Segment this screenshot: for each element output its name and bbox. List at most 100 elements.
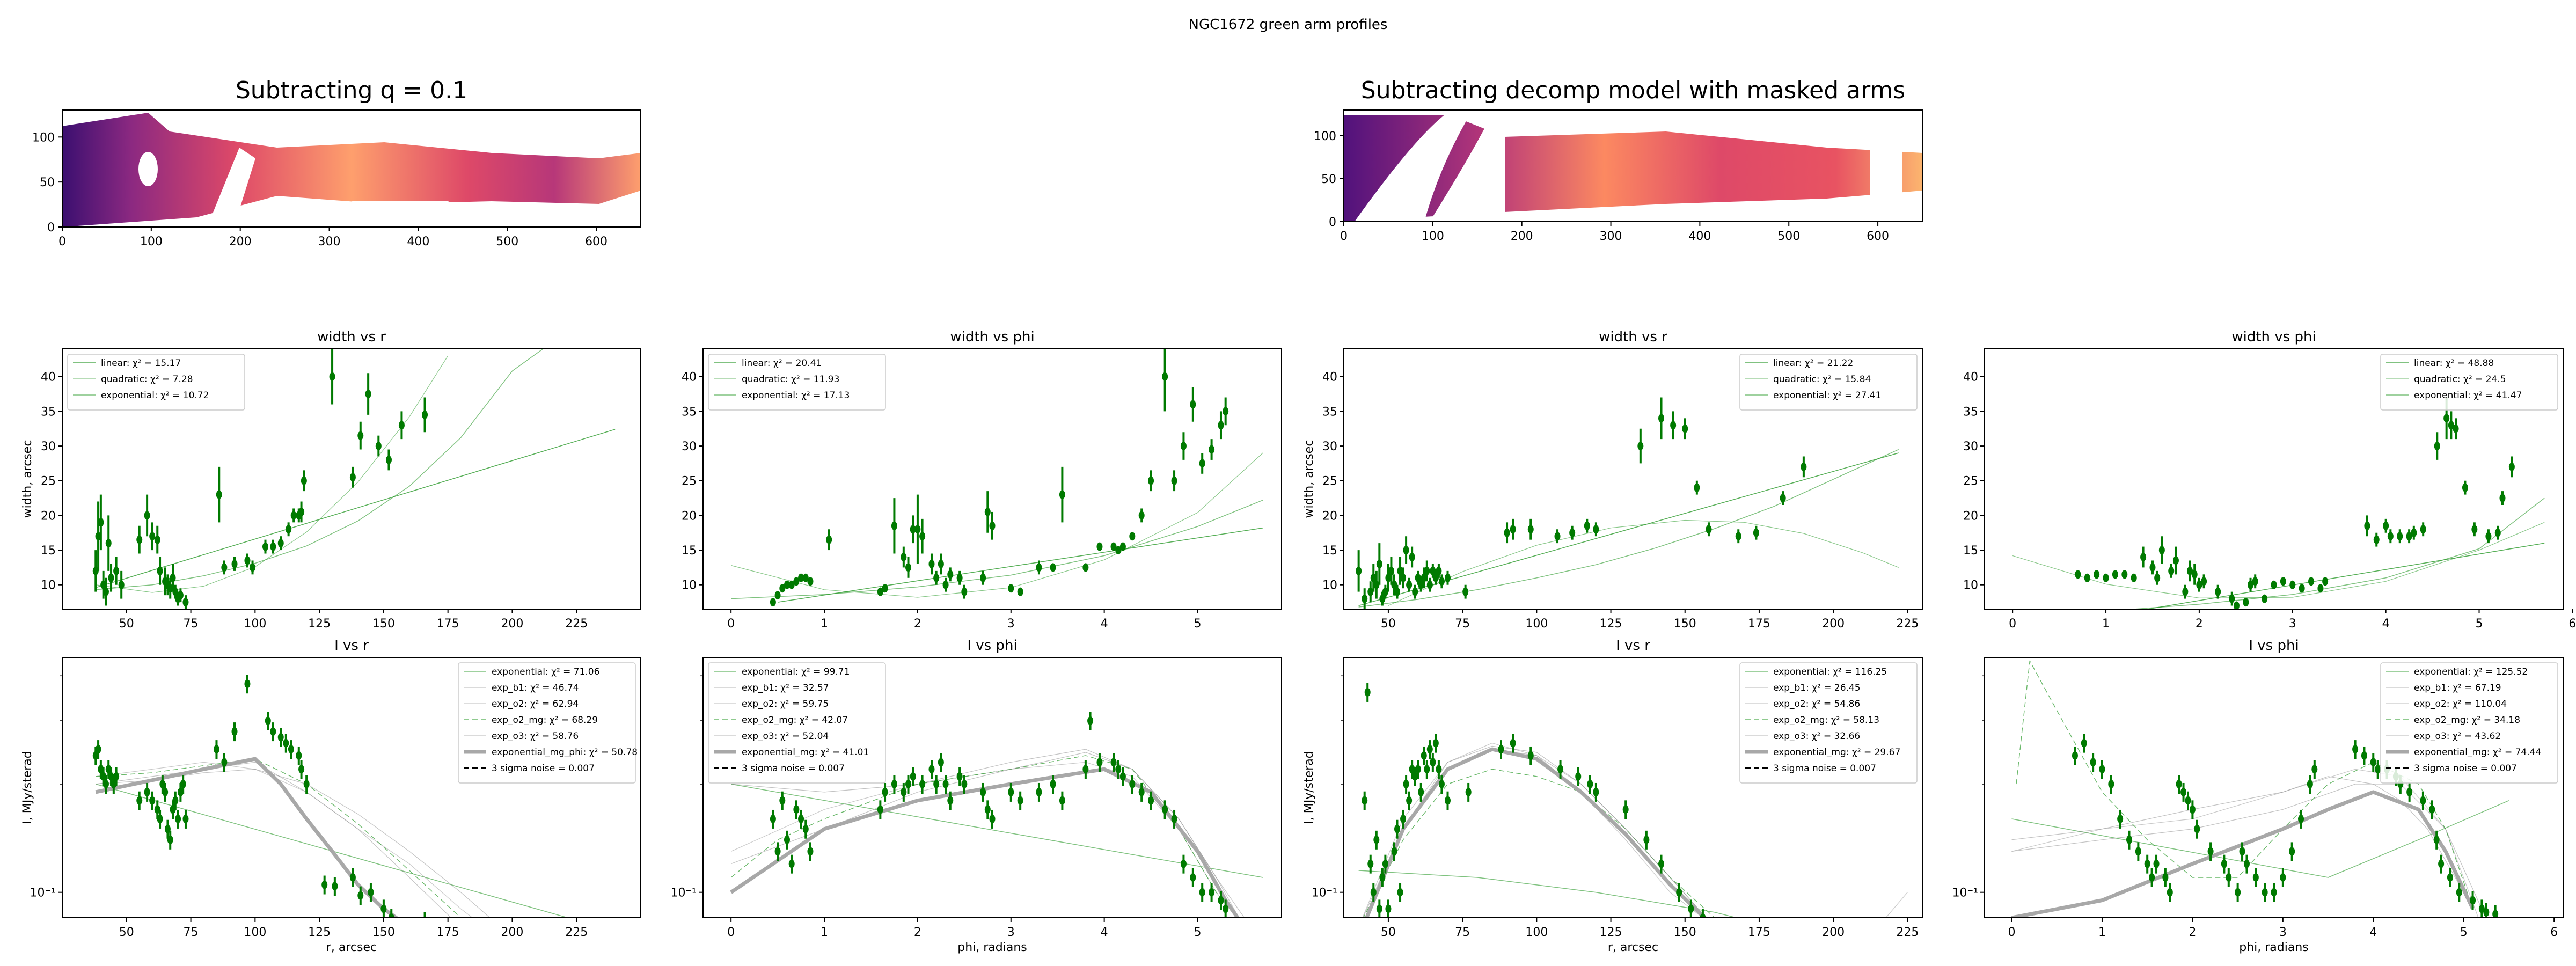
data-point [2298, 814, 2304, 823]
x-tick-label: 4 [1101, 617, 1108, 631]
data-point [882, 787, 888, 796]
data-point [2271, 580, 2277, 589]
data-point [2099, 765, 2105, 774]
y-tick-label: 100 [32, 131, 55, 144]
x-tick-label: 5 [2460, 926, 2468, 939]
data-point [933, 779, 940, 788]
data-point [2194, 824, 2200, 833]
data-point [770, 814, 776, 823]
data-point [2144, 859, 2150, 868]
data-point [1412, 772, 1418, 781]
data-point [296, 751, 302, 760]
data-point [265, 716, 271, 725]
plot-area [1356, 397, 1899, 609]
legend-label: exponential_mg: χ² = 41.01 [742, 747, 869, 758]
legend: linear: χ² = 15.17 quadratic: χ² = 7.28 ex… [67, 354, 245, 411]
plot-frame [702, 657, 1282, 918]
data-point [2434, 442, 2440, 451]
data-point [1418, 580, 1424, 589]
data-point [1382, 859, 1388, 868]
data-point [2311, 765, 2318, 774]
data-point [877, 805, 883, 814]
data-point [100, 772, 107, 781]
chart-panel: I vs phi phi, radians 0 1 2 3 4 5 10⁻¹ exponentia… [671, 638, 1282, 954]
data-point [2229, 594, 2235, 603]
data-point [2485, 532, 2492, 541]
data-point [1180, 859, 1187, 868]
legend-label: exp_b1: χ² = 32.57 [742, 683, 829, 693]
data-point [2252, 873, 2259, 882]
fit-line-exp_o3 [96, 769, 491, 918]
legend-label: exp_o2_mg: χ² = 42.07 [742, 715, 848, 726]
data-point [2307, 779, 2313, 788]
legend: linear: χ² = 48.88 quadratic: χ² = 24.5 ex… [2380, 354, 2558, 411]
chart-title: I vs r [1616, 638, 1650, 654]
data-point [2153, 859, 2160, 868]
data-point [1400, 573, 1407, 582]
legend-label: linear: χ² = 20.41 [742, 358, 822, 369]
y-tick-label: 15 [682, 544, 697, 558]
y-tick-label: 50 [40, 176, 55, 189]
data-point [1370, 573, 1377, 582]
x-tick-label: 0 [727, 617, 735, 631]
x-tick-label: 600 [585, 235, 608, 248]
data-point [901, 553, 907, 561]
data-point [221, 758, 228, 767]
fit-line-exp_o2_mg [2016, 660, 2473, 909]
data-point [159, 779, 166, 788]
y-tick-label: 20 [1963, 509, 1978, 523]
x-axis-label: r, arcsec [1608, 941, 1658, 954]
data-point [798, 814, 804, 823]
data-point [2447, 873, 2453, 882]
data-point [2383, 521, 2389, 530]
y-tick-label: 35 [1322, 405, 1337, 419]
data-point [277, 539, 284, 548]
x-tick-label: 3 [1007, 617, 1015, 631]
data-point [349, 473, 356, 482]
x-tick-label: 200 [1822, 926, 1845, 939]
data-point [357, 891, 364, 900]
legend: linear: χ² = 20.41 quadratic: χ² = 11.93 e… [708, 354, 886, 411]
fit-line-exp_b1 [2011, 784, 2482, 909]
x-tick-label: 2 [914, 926, 921, 939]
data-point [1008, 787, 1014, 796]
data-point [1008, 584, 1014, 593]
data-point [332, 882, 338, 891]
y-tick-label: 40 [41, 371, 56, 384]
image-panel: Subtracting decomp model with masked arm… [1314, 77, 1923, 243]
data-point [2443, 414, 2450, 423]
data-point [2420, 796, 2426, 805]
data-point [1406, 796, 1413, 805]
fit-line-quadratic [1388, 519, 1899, 606]
data-point [1367, 859, 1374, 868]
data-point [2499, 494, 2506, 503]
data-point [942, 580, 949, 589]
data-point [779, 796, 786, 805]
legend-label: exponential: χ² = 71.06 [492, 667, 599, 677]
x-tick-label: 75 [184, 926, 199, 939]
data-point [2492, 910, 2499, 918]
plot-frame [1984, 348, 2564, 610]
fit-line-exponential [731, 500, 1263, 599]
data-point [1115, 546, 1122, 555]
data-point [136, 535, 143, 544]
data-point [329, 372, 335, 381]
data-point [798, 573, 804, 582]
data-point [2221, 859, 2227, 868]
legend-label: exp_o3: χ² = 32.66 [1773, 731, 1860, 742]
data-point [2154, 573, 2161, 582]
data-point [149, 796, 156, 805]
data-point [1059, 796, 1065, 805]
data-point [349, 873, 356, 882]
y-tick-label: 30 [682, 440, 697, 453]
fit-line-quadratic [2012, 522, 2545, 598]
x-tick-label: 50 [119, 617, 134, 631]
data-point [788, 859, 795, 868]
y-tick-label: 20 [1322, 509, 1337, 523]
image-frame [1343, 109, 1923, 222]
fit-line-exponential_mg [730, 767, 1240, 918]
data-point [1373, 580, 1380, 589]
data-point [1115, 765, 1122, 774]
data-point [368, 888, 374, 897]
x-tick-label: 175 [437, 926, 459, 939]
